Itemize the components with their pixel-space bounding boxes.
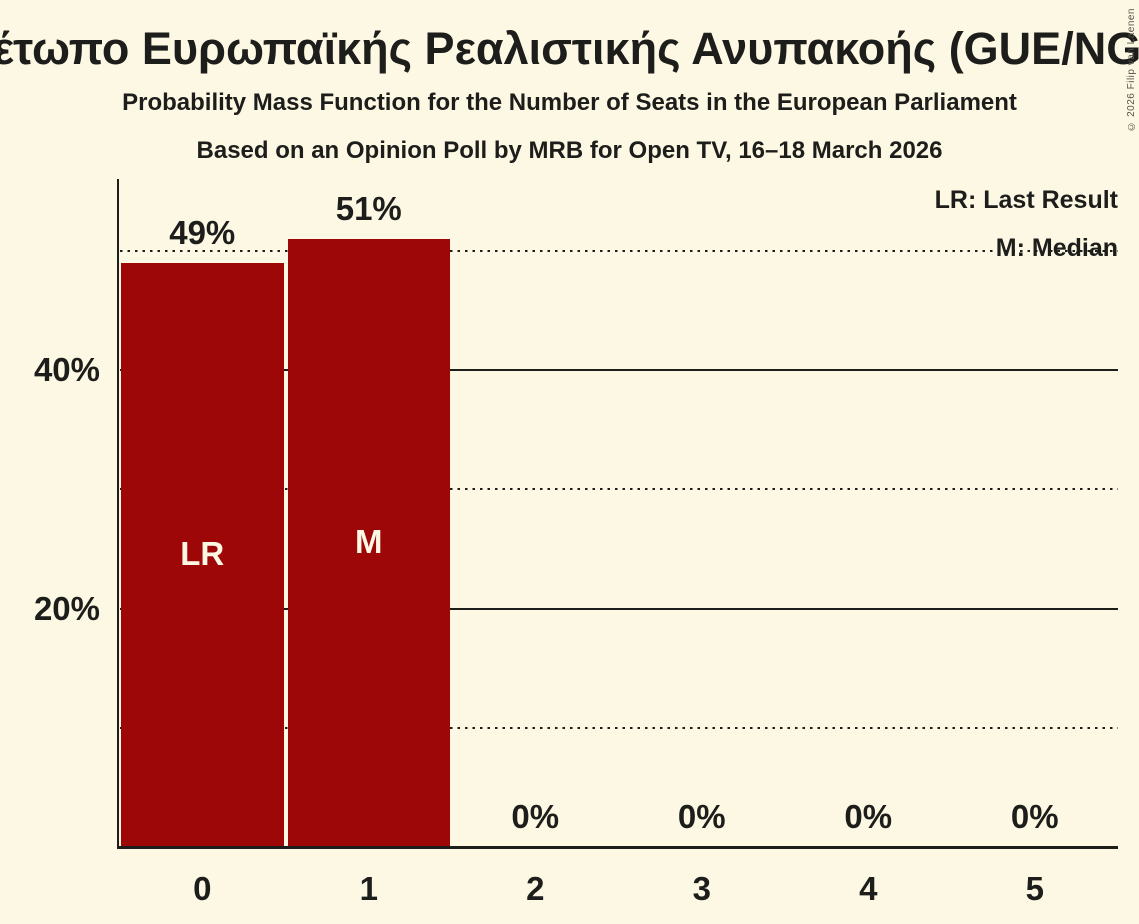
x-tick-label-5: 5 [1025, 870, 1044, 907]
bar-annotation-lr: LR [180, 534, 225, 572]
gridline-dotted-50 [120, 249, 1118, 252]
gridline-solid-40 [120, 369, 1118, 371]
legend-entry-last-result: LR: Last Result [934, 186, 1118, 214]
bar-value-label-1: 51% [335, 189, 402, 227]
legend-entry-median: M: Median [995, 234, 1118, 262]
x-tick-label-1: 1 [359, 870, 378, 907]
x-axis [117, 846, 1118, 849]
copyright-notice: © 2026 Filip van Laenen [1126, 8, 1137, 132]
chart-subtitle-pmf: Probability Mass Function for the Number… [122, 89, 1017, 116]
x-tick-label-4: 4 [859, 870, 878, 907]
gridline-dotted-10 [120, 726, 1118, 729]
bar-annotation-m: M [355, 522, 383, 560]
bar-0 [121, 262, 284, 846]
x-tick-label-2: 2 [526, 870, 545, 907]
chart-subtitle-poll: Based on an Opinion Poll by MRB for Open… [196, 137, 943, 164]
x-tick-label-0: 0 [193, 870, 212, 907]
gridline-solid-20 [120, 607, 1118, 610]
legend: LR: Last Result M: Median [935, 176, 1118, 272]
y-tick-label-40: 40% [33, 351, 100, 388]
bar-value-label-4: 0% [844, 798, 893, 835]
bar-value-label-5: 0% [1010, 798, 1059, 835]
y-axis [117, 179, 119, 849]
x-tick-label-3: 3 [692, 870, 711, 907]
bar-value-label-3: 0% [677, 798, 726, 835]
chart-title: Μέτωπο Ευρωπαϊκής Ρεαλιστικής Ανυπακοής … [0, 23, 1139, 74]
bar-value-label-2: 0% [511, 798, 560, 835]
y-tick-label-20: 20% [33, 589, 100, 627]
bar-value-label-0: 49% [169, 213, 236, 251]
gridline-dotted-30 [120, 488, 1118, 491]
bar-1 [287, 238, 450, 846]
